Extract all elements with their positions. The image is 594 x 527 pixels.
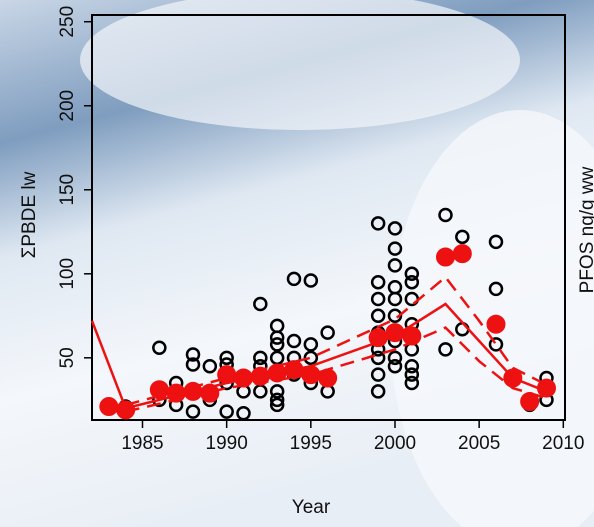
data-point xyxy=(269,392,285,408)
data-point xyxy=(253,350,268,366)
data-point xyxy=(303,273,319,288)
data-point xyxy=(370,274,386,290)
data-point xyxy=(387,221,403,236)
x-axis-label: Year xyxy=(292,497,331,518)
data-point xyxy=(488,234,504,250)
data-point xyxy=(387,291,403,307)
data-point xyxy=(219,404,234,419)
snow-drift xyxy=(80,0,520,130)
data-point xyxy=(387,308,403,324)
data-point xyxy=(236,406,251,421)
data-point xyxy=(404,274,420,290)
mean-point xyxy=(452,244,472,264)
mean-point xyxy=(520,392,540,412)
data-point xyxy=(269,384,285,399)
trend-line xyxy=(125,275,548,407)
data-point xyxy=(152,340,167,355)
data-point xyxy=(303,350,319,366)
data-point xyxy=(488,281,504,297)
data-point xyxy=(370,350,386,366)
y-tick-label: 100 xyxy=(57,258,78,290)
right-axis-label: PFOS ng/g ww xyxy=(577,166,594,293)
mean-point xyxy=(486,314,506,334)
data-point xyxy=(370,291,386,307)
mean-point xyxy=(435,247,455,267)
mean-point xyxy=(99,397,119,417)
data-point xyxy=(370,216,386,231)
x-tick-label: 1990 xyxy=(206,433,248,454)
x-tick-label: 1995 xyxy=(290,433,332,454)
plot-frame xyxy=(91,14,566,421)
data-point xyxy=(370,367,386,382)
data-point xyxy=(219,350,234,366)
y-tick-label: 200 xyxy=(57,90,78,122)
data-point xyxy=(286,333,302,349)
data-point xyxy=(404,375,420,391)
x-tick-label: 1985 xyxy=(121,433,163,454)
data-point xyxy=(185,357,201,372)
data-point xyxy=(387,350,403,366)
data-point xyxy=(488,337,504,352)
data-point xyxy=(269,330,285,345)
y-tick-label: 150 xyxy=(57,174,78,206)
x-tick-label: 2000 xyxy=(374,433,416,454)
data-point xyxy=(404,358,420,374)
data-point xyxy=(387,358,403,374)
data-point xyxy=(404,266,420,282)
x-tick-label: 2005 xyxy=(458,433,500,454)
data-point xyxy=(269,337,285,352)
data-point xyxy=(253,296,268,312)
data-point xyxy=(185,347,201,362)
y-axis-label: ΣPBDE lw xyxy=(19,171,40,258)
data-point xyxy=(438,342,453,357)
y-tick-label: 50 xyxy=(57,347,78,368)
data-point xyxy=(404,367,420,382)
x-tick-label: 2010 xyxy=(542,433,584,454)
data-point xyxy=(455,229,470,245)
data-point xyxy=(303,337,319,352)
data-point xyxy=(320,325,335,340)
data-point xyxy=(387,241,403,256)
y-tick-label: 250 xyxy=(57,6,78,38)
trend-line xyxy=(90,302,547,410)
data-point xyxy=(438,207,453,223)
data-point xyxy=(387,258,403,273)
data-point xyxy=(370,308,386,324)
data-point xyxy=(185,404,201,419)
data-point xyxy=(269,397,285,413)
data-point xyxy=(286,271,302,287)
data-point xyxy=(202,358,218,374)
trend-line xyxy=(125,326,547,413)
data-point xyxy=(370,384,386,399)
